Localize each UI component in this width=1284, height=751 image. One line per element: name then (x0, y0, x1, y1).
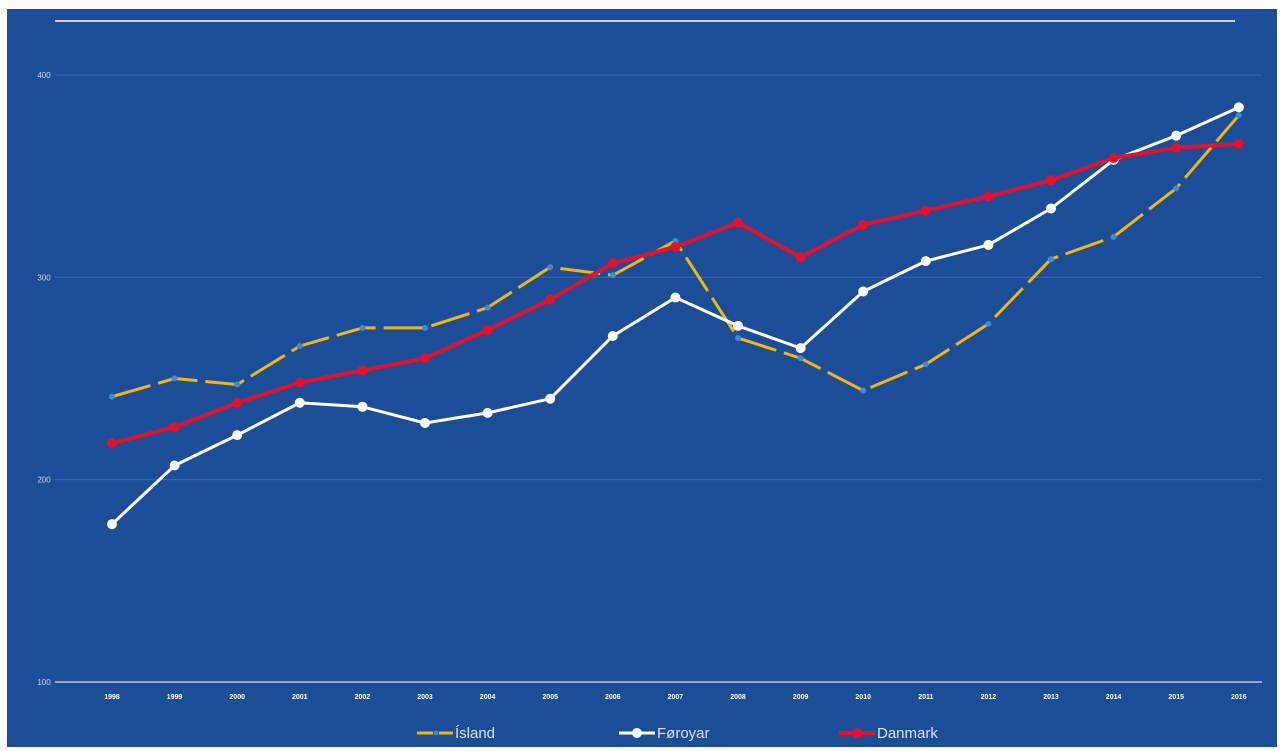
data-point (985, 320, 992, 327)
data-point (1046, 203, 1056, 214)
data-point (545, 294, 556, 305)
data-point (547, 264, 554, 271)
x-tick-label: 2007 (668, 694, 684, 701)
data-point (294, 397, 305, 408)
data-point (169, 460, 180, 471)
data-point (1048, 256, 1054, 263)
series-line (110, 105, 1240, 526)
data-point (359, 324, 366, 331)
data-point (795, 343, 806, 354)
data-point (1233, 138, 1244, 149)
x-tick-label: 2005 (542, 694, 558, 701)
x-tick-label: 2016 (1231, 694, 1247, 701)
data-point (357, 365, 368, 376)
x-tick-label: 2014 (1106, 694, 1122, 701)
data-point (920, 205, 931, 216)
x-tick-label: 2001 (292, 694, 308, 701)
data-point (357, 401, 368, 412)
data-point (484, 304, 491, 311)
data-point (983, 191, 994, 202)
x-tick-label: 2015 (1168, 694, 1184, 701)
data-point (609, 272, 616, 279)
data-point (858, 286, 869, 297)
data-point (735, 335, 741, 342)
x-tick-label: 2009 (793, 694, 809, 701)
data-point (860, 387, 867, 394)
data-point (420, 417, 430, 428)
data-point (1235, 112, 1242, 119)
legend-item: Føroyar (619, 725, 710, 742)
legend-label: Føroyar (657, 725, 710, 742)
data-point (1173, 185, 1180, 192)
legend-item: Ísland (417, 725, 495, 742)
series-0 (109, 112, 1242, 400)
data-point (232, 397, 243, 408)
data-point (422, 324, 428, 331)
data-point (920, 256, 931, 267)
x-tick-label: 2008 (730, 694, 746, 701)
x-tick-label: 1998 (104, 694, 120, 701)
x-tick-label: 2003 (417, 694, 433, 701)
legend-marker (852, 728, 862, 738)
legend-label: Ísland (455, 725, 495, 742)
data-point (107, 438, 117, 449)
data-point (1233, 102, 1244, 113)
x-tick-label: 2002 (355, 694, 371, 701)
data-point (234, 381, 241, 388)
data-point (858, 219, 869, 230)
data-point (607, 330, 618, 341)
data-point (922, 361, 929, 368)
data-point (733, 217, 743, 228)
x-tick-label: 2006 (605, 694, 621, 701)
data-point (482, 324, 493, 335)
x-tick-label: 2011 (918, 694, 933, 701)
data-point (294, 377, 305, 388)
legend-item: Danmark (839, 725, 938, 742)
data-point (109, 393, 115, 400)
data-point (420, 353, 430, 364)
y-tick-label: 100 (37, 678, 51, 687)
data-point (1046, 175, 1056, 186)
legend-label: Danmark (877, 725, 938, 742)
data-point (1171, 142, 1182, 153)
chart-panel: 100 200 300 400 1998 1999 2000 2001 2002 2003 200… (7, 9, 1277, 747)
x-tick-label: 2013 (1043, 694, 1059, 701)
data-point (733, 320, 743, 331)
y-tick-label: 200 (37, 476, 51, 485)
legend-marker (433, 730, 439, 736)
data-point (107, 519, 117, 530)
data-point (171, 375, 178, 382)
data-point (670, 292, 681, 303)
data-point (983, 239, 994, 250)
series-2 (107, 138, 1244, 449)
x-tick-label: 2010 (855, 694, 871, 701)
data-point (670, 241, 681, 252)
y-tick-label: 400 (37, 71, 51, 80)
data-point (232, 430, 243, 441)
line-chart: 100 200 300 400 1998 1999 2000 2001 2002 2003 200… (37, 20, 1262, 742)
data-point (1108, 152, 1119, 163)
data-point (169, 422, 180, 433)
x-tick-label: 2000 (229, 694, 245, 701)
data-point (797, 355, 804, 362)
data-point (296, 343, 303, 350)
y-tick-label: 300 (37, 273, 51, 282)
series-1 (107, 102, 1244, 530)
x-tick-label: 2012 (981, 694, 997, 701)
data-point (607, 258, 618, 269)
data-point (795, 252, 806, 263)
series-line (111, 114, 1240, 399)
data-point (1110, 233, 1117, 240)
data-point (1171, 130, 1182, 141)
legend-marker (632, 728, 642, 738)
x-tick-label: 1999 (167, 694, 183, 701)
x-tick-label: 2004 (480, 694, 496, 701)
data-point (482, 407, 493, 418)
data-point (545, 393, 556, 404)
